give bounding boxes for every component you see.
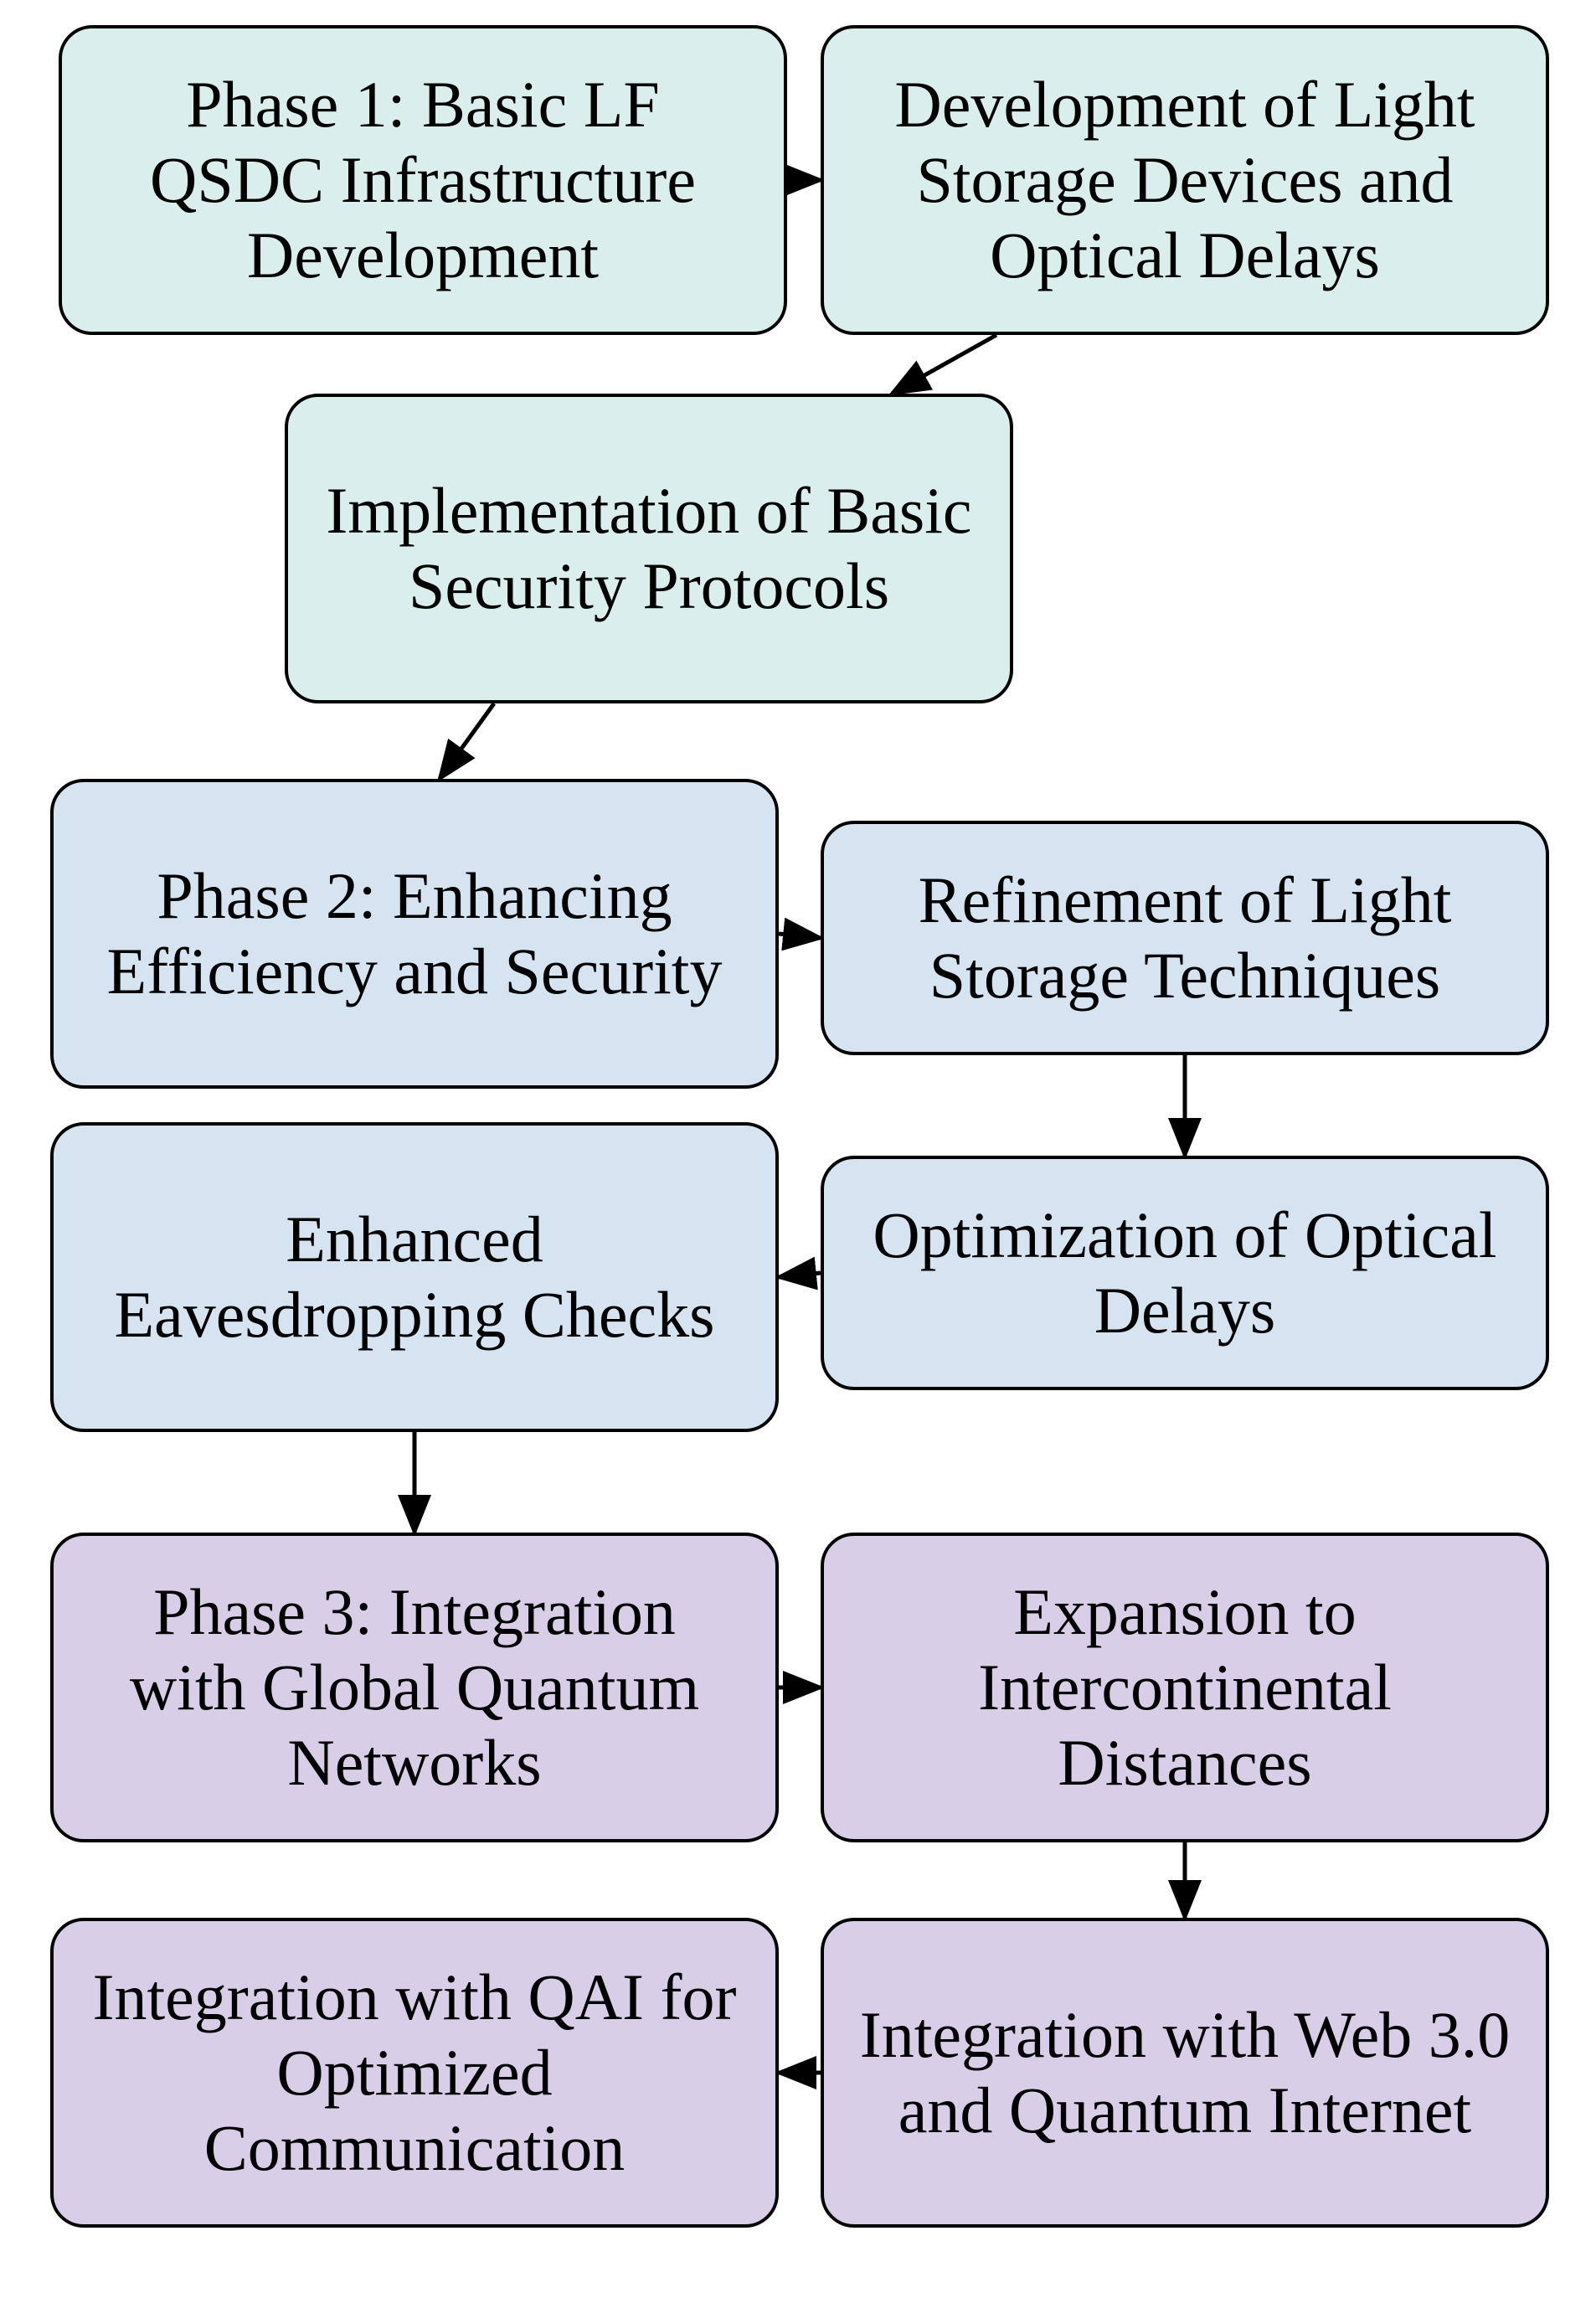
flowchart-node-n5: Refinement of Light Storage Techniques [821, 821, 1549, 1055]
flowchart-node-n10: Integration with Web 3.0 and Quantum Int… [821, 1918, 1549, 2228]
node-label: Refinement of Light Storage Techniques [857, 863, 1512, 1012]
flowchart-node-n1: Phase 1: Basic LF QSDC Infrastructure De… [59, 25, 787, 335]
flowchart-node-n11: Integration with QAI for Optimized Commu… [50, 1918, 779, 2228]
node-label: Integration with QAI for Optimized Commu… [87, 1960, 742, 2185]
flowchart-container: Phase 1: Basic LF QSDC Infrastructure De… [0, 0, 1596, 2303]
node-label: Expansion to Intercontinental Distances [857, 1574, 1512, 1800]
node-label: Phase 1: Basic LF QSDC Infrastructure De… [95, 67, 750, 292]
flowchart-node-n3: Implementation of Basic Security Protoco… [285, 394, 1013, 703]
edge-n2-n3 [892, 335, 996, 394]
node-label: Integration with Web 3.0 and Quantum Int… [857, 1997, 1512, 2147]
node-label: Phase 3: Integration with Global Quantum… [87, 1574, 742, 1800]
node-label: Implementation of Basic Security Protoco… [322, 473, 976, 623]
flowchart-node-n2: Development of Light Storage Devices and… [821, 25, 1549, 335]
edge-n3-n4 [440, 703, 494, 779]
node-label: Phase 2: Enhancing Efficiency and Securi… [87, 858, 742, 1008]
flowchart-node-n8: Phase 3: Integration with Global Quantum… [50, 1533, 779, 1842]
node-label: Enhanced Eavesdropping Checks [87, 1202, 742, 1352]
node-label: Optimization of Optical Delays [857, 1198, 1512, 1347]
edge-n6-n7 [779, 1273, 821, 1277]
flowchart-node-n9: Expansion to Intercontinental Distances [821, 1533, 1549, 1842]
node-label: Development of Light Storage Devices and… [857, 67, 1512, 292]
flowchart-node-n6: Optimization of Optical Delays [821, 1156, 1549, 1390]
flowchart-node-n4: Phase 2: Enhancing Efficiency and Securi… [50, 779, 779, 1089]
edge-n4-n5 [779, 934, 821, 938]
flowchart-node-n7: Enhanced Eavesdropping Checks [50, 1122, 779, 1432]
